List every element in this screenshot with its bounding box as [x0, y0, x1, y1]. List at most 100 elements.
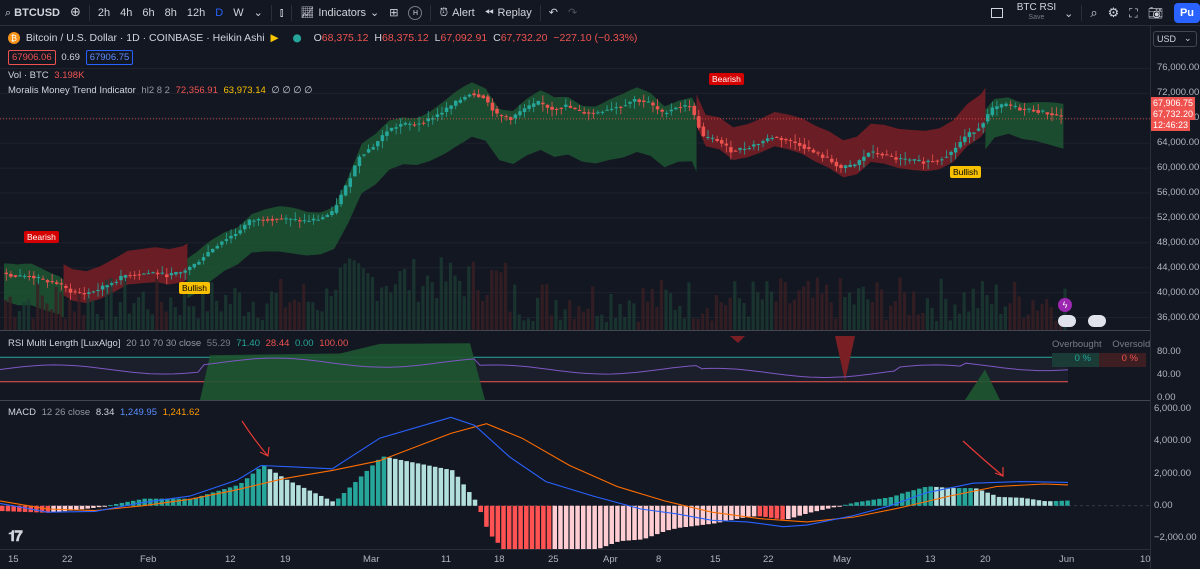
moralis-v1: 72,356.91 — [175, 85, 218, 96]
volume-bar — [192, 306, 196, 330]
volume-bar — [343, 263, 347, 330]
moralis-rest: ∅ ∅ ∅ ∅ — [271, 85, 313, 96]
candle-body — [1027, 108, 1031, 110]
flag-icon[interactable]: ▶ — [270, 32, 279, 44]
macd-histogram-bar — [991, 494, 996, 506]
volume-bar — [416, 301, 420, 330]
volume-bar — [467, 266, 471, 330]
indicators-button[interactable]: 📈︎ Indicators ⌄ — [295, 0, 384, 26]
candle-body — [825, 156, 829, 158]
candle-body — [380, 135, 385, 142]
publish-button[interactable]: Pu — [1173, 3, 1200, 23]
templates-button[interactable]: ⊞ — [384, 0, 403, 26]
ask-price[interactable]: 67906.75 — [85, 50, 134, 65]
macd-histogram-bar — [791, 505, 797, 518]
pane-separator[interactable] — [0, 400, 1200, 401]
candle-body — [531, 103, 536, 107]
interval-d[interactable]: D — [215, 6, 224, 19]
interval-4h[interactable]: 4h — [120, 6, 133, 19]
macd-axis-label: 4,000.00 — [1154, 435, 1191, 447]
candle-body — [820, 154, 825, 158]
macd-histogram-bar — [814, 505, 820, 512]
event-lightning-icon[interactable]: ϟ — [1058, 298, 1072, 312]
chart-canvas[interactable] — [0, 26, 1150, 549]
candle-body — [651, 102, 655, 106]
macd-histogram-bar — [854, 502, 859, 506]
economic-event-us-flag-icon[interactable] — [1088, 315, 1106, 327]
volume-bar — [81, 314, 86, 330]
volume-bar — [549, 315, 553, 330]
settings-button[interactable]: ⚙ — [1103, 0, 1125, 26]
volume-bar — [164, 311, 168, 330]
candle-body — [114, 281, 119, 283]
candle-body — [908, 159, 912, 161]
volume-bar — [600, 314, 604, 330]
bear-trend-zone — [63, 243, 188, 304]
volume-bar — [568, 300, 572, 330]
macd-histogram-bar — [979, 490, 985, 506]
volume-bar — [935, 321, 939, 330]
interval-dropdown[interactable]: ⌄ — [249, 0, 268, 26]
currency-select[interactable]: USD ⌄ — [1153, 31, 1197, 47]
gear-icon: ⚙ — [1107, 5, 1120, 21]
snapshot-button[interactable]: 📷︎ — [1143, 0, 1168, 26]
interval-2h[interactable]: 2h — [97, 6, 111, 19]
replay-label: Replay — [497, 6, 532, 19]
economic-event-us-flag-icon[interactable] — [1058, 315, 1076, 327]
time-tick-label: May — [833, 554, 851, 565]
macd-histogram-bar — [262, 465, 267, 506]
chart-type-button[interactable]: ⫾ — [275, 0, 289, 26]
undo-button[interactable]: ↶ — [544, 0, 563, 26]
symbol-search[interactable]: ⌕ BTCUSD — [0, 0, 65, 26]
time-axis[interactable]: 15 22 Feb 12 19 Mar 11 18 25 Apr 8 15 22 May 13 20 Jun 10 — [0, 549, 1151, 569]
interval-8h[interactable]: 8h — [164, 6, 177, 19]
macd-histogram-bar — [911, 490, 916, 506]
bid-price[interactable]: 67906.06 — [8, 50, 56, 65]
candle-body — [660, 109, 664, 112]
candle-body — [233, 234, 238, 236]
candle-body — [541, 102, 545, 105]
moralis-legend: Moralis Money Trend Indicator hl2 8 2 72… — [8, 85, 315, 96]
vol-value: 3.198K — [54, 70, 85, 81]
volume-bar — [77, 291, 81, 330]
quick-search-button[interactable]: ⌕ — [1085, 0, 1102, 26]
interval-6h[interactable]: 6h — [142, 6, 155, 19]
volume-bar — [357, 263, 361, 330]
volume-bar — [403, 268, 407, 330]
candle-body — [687, 106, 692, 108]
symbol-label: BTCUSD — [14, 6, 61, 19]
volume-bar — [916, 314, 920, 330]
interval-w[interactable]: W — [233, 6, 244, 19]
interval-12h[interactable]: 12h — [186, 6, 206, 19]
layout-select[interactable]: BTC RSI Save ⌄ — [986, 0, 1079, 26]
volume-bar — [921, 312, 925, 330]
volume-bar — [756, 292, 760, 330]
volume-bar — [1022, 318, 1026, 330]
alert-button[interactable]: ⏰︎ Alert — [434, 0, 479, 26]
volume-bar — [334, 289, 338, 330]
redo-button[interactable]: ↷ — [563, 0, 582, 26]
volume-bar — [132, 303, 136, 330]
volume-bar — [201, 280, 205, 330]
macd-histogram-bar — [1065, 500, 1070, 506]
rsi-dashboard-values: 0 % 0 % — [1052, 353, 1146, 367]
price-tick-label: 72,000.00 — [1157, 87, 1200, 99]
time-tick-label: 12 — [225, 554, 236, 565]
volume-bar — [618, 303, 622, 330]
macd-legend: MACD 12 26 close 8.34 1,249.95 1,241.62 — [8, 407, 203, 418]
volume-bar — [581, 311, 586, 330]
tradingview-logo[interactable]: 𝟏𝟕 — [8, 528, 23, 545]
fullscreen-button[interactable]: ⛶ — [1124, 0, 1142, 26]
volume-bar — [95, 314, 99, 330]
replay-button[interactable]: ⏪︎ Replay — [480, 0, 537, 26]
compare-symbol-button[interactable]: ⊕ — [65, 0, 86, 26]
macd-histogram-bar — [159, 498, 164, 506]
candle-body — [64, 285, 68, 288]
pane-separator[interactable] — [0, 330, 1200, 331]
hotlist-button[interactable]: H — [403, 0, 427, 26]
candle-body — [719, 140, 724, 144]
volume-bar — [925, 298, 930, 330]
volume-bar — [361, 268, 365, 330]
volume-bar — [967, 311, 971, 330]
macd-axis-label: 6,000.00 — [1154, 403, 1191, 415]
